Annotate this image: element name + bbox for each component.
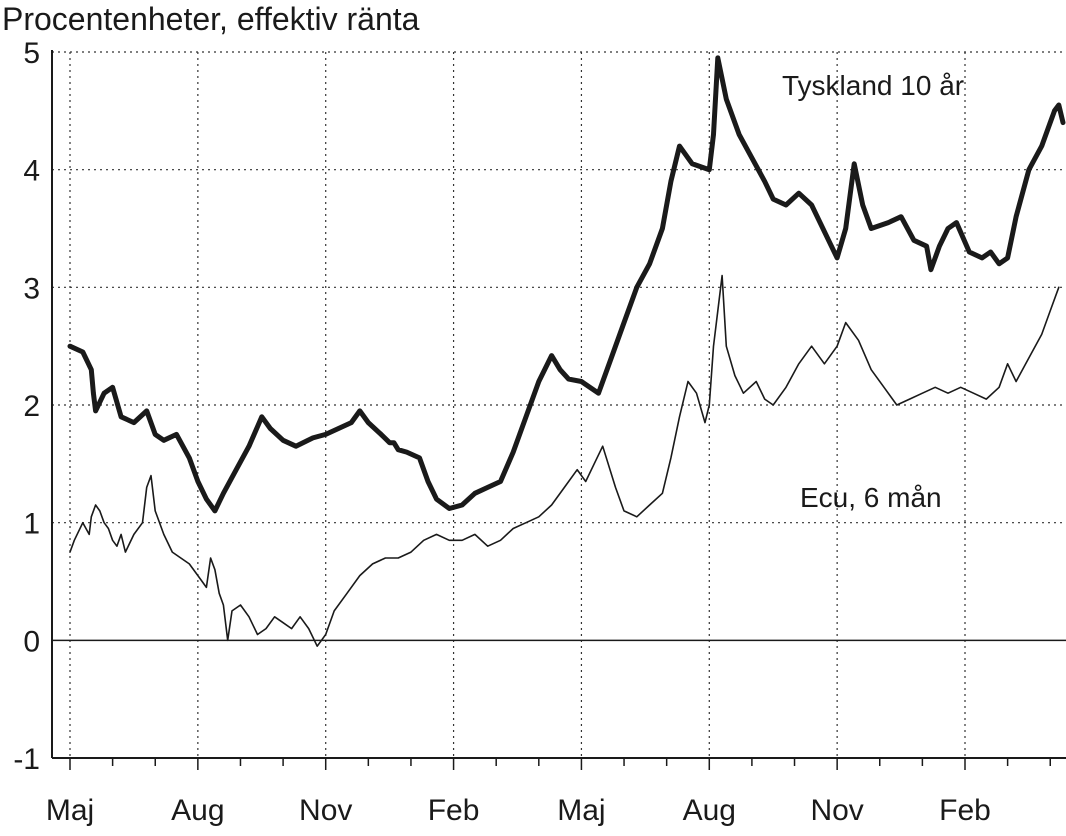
- x-tick-label: Nov: [810, 794, 863, 827]
- series-group: [67, 55, 1066, 647]
- x-tick-label: Aug: [683, 794, 736, 827]
- x-tick-label: Maj: [46, 794, 94, 827]
- grid: [52, 51, 1066, 758]
- x-tick-label: Feb: [428, 794, 480, 827]
- y-tick-label: 2: [23, 390, 40, 423]
- y-tick-label: 4: [23, 155, 40, 188]
- series-line-ecu: [69, 274, 1060, 647]
- tick-labels: -1 0 1 2 3 4 5 Maj Aug Nov Feb Maj Aug Nov Feb: [13, 37, 991, 827]
- x-tick-label: Nov: [299, 794, 352, 827]
- y-tick-label: 1: [23, 508, 40, 541]
- x-tick-label: Feb: [939, 794, 991, 827]
- y-tick-label: 3: [23, 272, 40, 305]
- y-tick-label: 0: [23, 625, 40, 658]
- x-tick-label: Aug: [171, 794, 224, 827]
- chart-title: Procentenheter, effektiv ränta: [2, 1, 420, 37]
- y-tick-label: -1: [13, 743, 40, 776]
- series-label-tyskland: Tyskland 10 år: [782, 70, 964, 101]
- y-tick-label: 5: [23, 37, 40, 70]
- series-line-tyskland: [67, 55, 1066, 514]
- series-label-ecu: Ecu, 6 mån: [800, 482, 942, 513]
- axes: [51, 50, 1066, 770]
- x-tick-label: Maj: [557, 794, 605, 827]
